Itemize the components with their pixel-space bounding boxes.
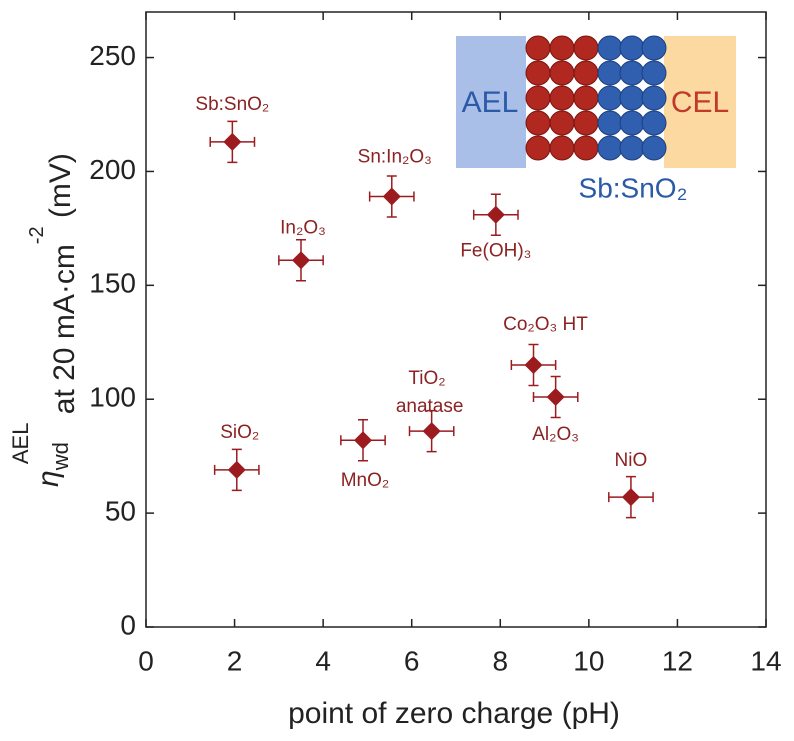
x-tick-label: 4 (315, 645, 331, 676)
particle (597, 85, 623, 111)
particle (525, 60, 551, 86)
y-tick-label: 0 (120, 609, 136, 640)
particle (549, 135, 575, 161)
point-label: Fe(OH)₃ (460, 241, 531, 262)
y-axis-label-part: η (32, 470, 65, 487)
particle (573, 135, 599, 161)
y-tick-label: 50 (105, 496, 136, 527)
point-label: Sb:SnO₂ (195, 94, 269, 115)
y-axis-label-part: AEL (8, 423, 33, 465)
data-point (422, 422, 441, 441)
particle (597, 60, 623, 86)
particle (549, 85, 575, 111)
point-label: NiO (615, 450, 648, 471)
particle (619, 135, 645, 161)
data-point (292, 251, 310, 270)
y-axis-label-part: at 20 mA·cm (48, 244, 81, 422)
y-tick-label: 150 (89, 268, 136, 299)
inset-ael-label: AEL (462, 86, 519, 119)
particle (525, 35, 551, 61)
x-tick-label: 2 (227, 645, 243, 676)
particle (525, 85, 551, 111)
particle (619, 85, 645, 111)
particle (549, 35, 575, 61)
particle (597, 110, 623, 136)
inset-cel-region (664, 36, 736, 168)
particle (619, 35, 645, 61)
particle (573, 35, 599, 61)
point-label: MnO₂ (341, 470, 390, 491)
data-point (227, 460, 246, 479)
particle (641, 110, 667, 136)
data-point (382, 187, 401, 206)
y-axis-label-part: (mV) (44, 153, 77, 226)
data-point (223, 132, 242, 151)
inset-particles (525, 35, 667, 161)
particle (573, 85, 599, 111)
point-label: In₂O₃ (280, 217, 326, 238)
point-label: Al₂O₃ (532, 424, 579, 445)
y-axis-label: ηwd AEL at 20 mA·cm-2 (mV) (8, 153, 81, 487)
data-point (354, 431, 372, 450)
x-tick-label: 6 (404, 645, 420, 676)
particle (573, 110, 599, 136)
x-tick-label: 0 (138, 645, 154, 676)
point-label: Sn:In₂O₃ (358, 147, 432, 168)
inset-ael-region (456, 36, 526, 168)
particle (525, 110, 551, 136)
data-point (546, 387, 565, 406)
x-tick-label: 14 (750, 645, 781, 676)
x-tick-label: 10 (573, 645, 604, 676)
point-label: SiO₂ (220, 422, 259, 443)
particle (619, 110, 645, 136)
inset-cel-label: CEL (671, 86, 729, 119)
particle (641, 135, 667, 161)
y-tick-label: 200 (89, 154, 136, 185)
data-point (621, 488, 640, 507)
x-axis-label: point of zero charge (pH) (288, 697, 620, 730)
y-tick-label: 100 (89, 382, 136, 413)
plot-frame (145, 11, 767, 628)
particle (641, 85, 667, 111)
particle (573, 60, 599, 86)
x-tick-label: 8 (492, 645, 508, 676)
y-axis-label-part: -2 (26, 226, 48, 244)
particle (619, 60, 645, 86)
particle (597, 35, 623, 61)
y-axis-label-part: wd (48, 442, 73, 471)
x-tick-label: 12 (662, 645, 693, 676)
inset-caption: Sb:SnO₂ (579, 172, 688, 203)
particle (641, 35, 667, 61)
y-tick-label: 250 (89, 40, 136, 71)
data-point (524, 356, 543, 375)
particle (641, 60, 667, 86)
point-label: TiO₂ anatase (396, 368, 464, 417)
particle (549, 110, 575, 136)
data-point (486, 205, 505, 224)
particle (549, 60, 575, 86)
point-label: Co₂O₃ HT (503, 314, 588, 335)
particle (525, 135, 551, 161)
particle (597, 135, 623, 161)
